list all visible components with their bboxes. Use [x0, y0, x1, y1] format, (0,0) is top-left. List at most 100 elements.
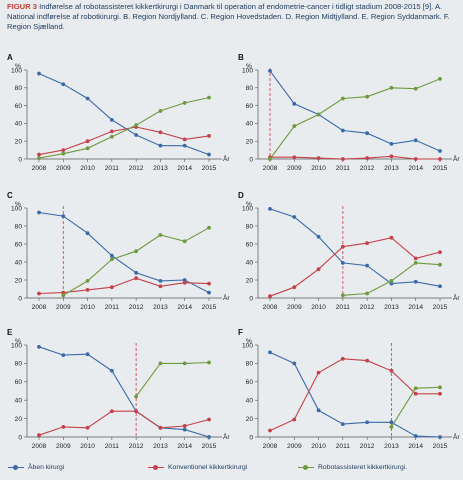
point-conventional-laparoscopy-d-2010: [316, 267, 321, 272]
point-open-surgery-b-2008: [268, 68, 272, 73]
point-robot-assisted-b-2014: [413, 86, 418, 91]
legend-swatch-robot-assisted: [298, 463, 314, 471]
x-tick-label-b-2009: 2009: [287, 165, 302, 172]
point-conventional-laparoscopy-a-2009: [61, 148, 66, 153]
point-robot-assisted-d-2015: [438, 262, 442, 267]
point-conventional-laparoscopy-c-2012: [134, 276, 139, 281]
legend-item-conventional-laparoscopy: Konventionel kikkertkirurgi: [148, 463, 247, 471]
x-tick-label-a-2013: 2013: [153, 165, 168, 172]
y-tick-label-f-60: 60: [246, 379, 254, 386]
series-line-robot-assisted-c: [63, 227, 210, 296]
point-robot-assisted-a-2012: [134, 123, 139, 128]
y-tick-label-b-20: 20: [246, 139, 254, 146]
point-conventional-laparoscopy-f-2015: [438, 391, 442, 396]
point-open-surgery-c-2008: [37, 210, 41, 215]
point-robot-assisted-f-2013: [389, 424, 394, 429]
series-line-open-surgery-d: [269, 208, 441, 287]
point-conventional-laparoscopy-e-2011: [109, 409, 114, 414]
point-open-surgery-d-2012: [365, 263, 370, 268]
x-tick-label-c-2011: 2011: [105, 304, 120, 311]
series-line-conventional-laparoscopy-e: [38, 410, 210, 436]
y-tick-label-c-80: 80: [15, 223, 23, 230]
y-tick-label-e-60: 60: [15, 379, 23, 386]
point-open-surgery-d-2009: [292, 215, 297, 219]
point-open-surgery-d-2008: [268, 207, 272, 211]
y-tick-label-f-40: 40: [246, 398, 254, 405]
point-conventional-laparoscopy-e-2009: [61, 424, 66, 429]
series-line-open-surgery-e: [38, 346, 210, 438]
legend: Åben kirurgi Konventionel kikkertkirurgi…: [8, 463, 458, 475]
point-open-surgery-f-2013: [389, 420, 394, 425]
y-tick-label-a-100: 100: [11, 67, 22, 74]
figure-caption: FIGUR 3 Indførelse af robotassisteret ki…: [7, 2, 459, 33]
point-conventional-laparoscopy-f-2010: [316, 370, 321, 375]
y-tick-label-a-40: 40: [15, 121, 23, 128]
x-tick-label-b-2010: 2010: [311, 165, 326, 172]
x-tick-label-b-2014: 2014: [408, 165, 423, 172]
point-conventional-laparoscopy-a-2014: [182, 137, 187, 142]
x-tick-label-d-2008: 2008: [263, 304, 278, 311]
legend-item-robot-assisted: Robotassisteret kikkertkirurgi.: [298, 463, 407, 471]
x-tick-label-f-2011: 2011: [336, 443, 351, 450]
point-open-surgery-c-2011: [109, 253, 114, 258]
series-line-robot-assisted-a: [38, 97, 210, 159]
point-open-surgery-f-2010: [316, 408, 321, 413]
point-conventional-laparoscopy-d-2008: [268, 294, 272, 299]
point-robot-assisted-f-2014: [413, 386, 418, 391]
point-conventional-laparoscopy-a-2013: [158, 130, 163, 135]
panel-label-a: A: [7, 53, 13, 62]
point-robot-assisted-b-2010: [316, 112, 321, 117]
x-tick-label-d-2011: 2011: [336, 304, 351, 311]
point-open-surgery-b-2012: [365, 131, 370, 136]
x-tick-label-a-2015: 2015: [202, 165, 217, 172]
series-line-robot-assisted-e: [135, 361, 210, 397]
point-conventional-laparoscopy-d-2014: [413, 256, 418, 261]
point-robot-assisted-b-2011: [340, 96, 345, 101]
series-line-open-surgery-a: [38, 73, 210, 156]
panel-label-c: C: [7, 191, 13, 200]
point-open-surgery-a-2013: [158, 143, 163, 148]
point-open-surgery-b-2014: [413, 138, 418, 143]
point-conventional-laparoscopy-e-2013: [158, 425, 163, 430]
series-line-open-surgery-c: [38, 211, 210, 294]
point-open-surgery-d-2013: [389, 281, 394, 286]
point-robot-assisted-a-2008: [37, 156, 41, 161]
panel-label-e: E: [7, 328, 13, 337]
panel-label-d: D: [238, 191, 244, 200]
point-conventional-laparoscopy-e-2014: [182, 424, 187, 428]
point-open-surgery-f-2009: [292, 361, 297, 366]
point-conventional-laparoscopy-c-2015: [207, 281, 211, 286]
x-tick-label-e-2009: 2009: [56, 443, 71, 450]
x-unit-c: År: [223, 293, 230, 302]
point-conventional-laparoscopy-e-2010: [85, 425, 90, 430]
x-tick-label-d-2014: 2014: [408, 304, 423, 311]
point-open-surgery-a-2010: [85, 96, 90, 101]
y-tick-label-b-0: 0: [249, 156, 253, 163]
x-tick-label-e-2010: 2010: [80, 443, 95, 450]
x-tick-label-f-2014: 2014: [408, 443, 423, 450]
point-conventional-laparoscopy-d-2013: [389, 235, 394, 240]
point-open-surgery-f-2012: [365, 420, 370, 425]
point-open-surgery-d-2015: [438, 284, 442, 289]
point-open-surgery-a-2015: [207, 152, 211, 157]
x-tick-label-c-2014: 2014: [177, 304, 192, 311]
point-robot-assisted-f-2015: [438, 385, 442, 390]
point-open-surgery-b-2015: [438, 149, 442, 153]
point-conventional-laparoscopy-a-2011: [109, 129, 114, 134]
x-tick-label-e-2013: 2013: [153, 443, 168, 450]
point-robot-assisted-c-2009: [61, 293, 66, 298]
point-conventional-laparoscopy-c-2010: [85, 288, 90, 292]
x-tick-label-f-2008: 2008: [263, 443, 278, 450]
series-line-robot-assisted-b: [269, 78, 441, 160]
point-conventional-laparoscopy-f-2009: [292, 417, 297, 422]
panel-label-b: B: [238, 53, 244, 62]
point-conventional-laparoscopy-b-2011: [340, 157, 345, 161]
series-line-conventional-laparoscopy-c: [38, 277, 210, 295]
y-tick-label-d-100: 100: [242, 205, 253, 212]
point-robot-assisted-a-2014: [182, 101, 187, 105]
point-conventional-laparoscopy-f-2008: [268, 428, 272, 433]
y-tick-label-b-80: 80: [246, 85, 254, 92]
y-tick-label-e-0: 0: [18, 434, 22, 441]
y-unit-d: %: [246, 201, 252, 208]
